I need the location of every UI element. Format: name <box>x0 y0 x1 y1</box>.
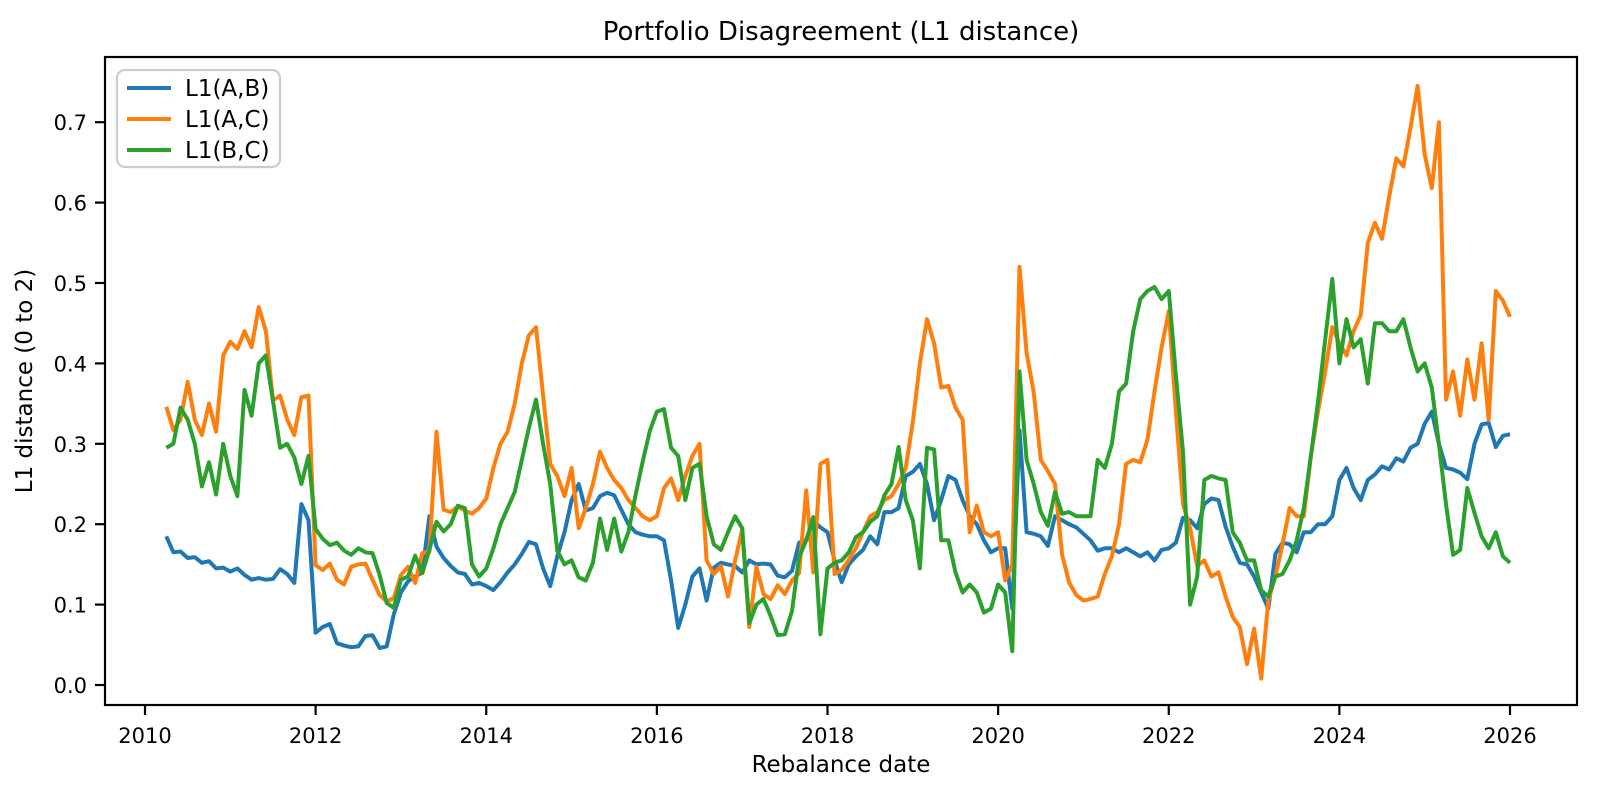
legend-label-l1-b-c: L1(B,C) <box>185 138 270 164</box>
y-tick-label: 0.4 <box>54 352 87 376</box>
y-tick-label: 0.3 <box>54 433 87 457</box>
axes-spines <box>103 55 1579 707</box>
y-tick-label: 0.5 <box>54 272 87 296</box>
x-axis-ticks: 2010 2012 2014 2016 2018 2020 2022 2024 2026 <box>118 705 1537 748</box>
series-line-l1-b-c <box>165 277 1512 654</box>
plot-area <box>105 57 1577 705</box>
legend-label-l1-a-b: L1(A,B) <box>185 76 269 102</box>
y-tick-label: 0.2 <box>54 513 87 537</box>
y-tick-label: 0.1 <box>54 594 87 618</box>
x-tick-label: 2014 <box>460 724 513 748</box>
x-tick-label: 2024 <box>1313 724 1366 748</box>
x-tick-label: 2010 <box>118 724 171 748</box>
series-group <box>164 84 1512 681</box>
chart-title: Portfolio Disagreement (L1 distance) <box>603 17 1080 47</box>
x-tick-label: 2018 <box>801 724 854 748</box>
x-tick-label: 2022 <box>1142 724 1195 748</box>
legend-label-l1-a-c: L1(A,C) <box>185 107 270 133</box>
legend: L1(A,B) L1(A,C) L1(B,C) <box>115 68 282 169</box>
x-axis-label: Rebalance date <box>752 752 931 778</box>
y-tick-label: 0.6 <box>54 192 87 216</box>
x-tick-label: 2020 <box>971 724 1024 748</box>
x-tick-label: 2026 <box>1483 724 1536 748</box>
y-tick-label: 0.0 <box>54 674 87 698</box>
y-tick-label: 0.7 <box>54 111 87 135</box>
y-axis-ticks: 0.0 0.1 0.2 0.3 0.4 0.5 0.6 0.7 <box>54 111 105 698</box>
series-line-l1-a-c <box>164 84 1512 681</box>
x-tick-label: 2016 <box>630 724 683 748</box>
legend-box <box>115 68 282 169</box>
y-axis-label: L1 distance (0 to 2) <box>12 269 38 493</box>
x-tick-label: 2012 <box>289 724 342 748</box>
